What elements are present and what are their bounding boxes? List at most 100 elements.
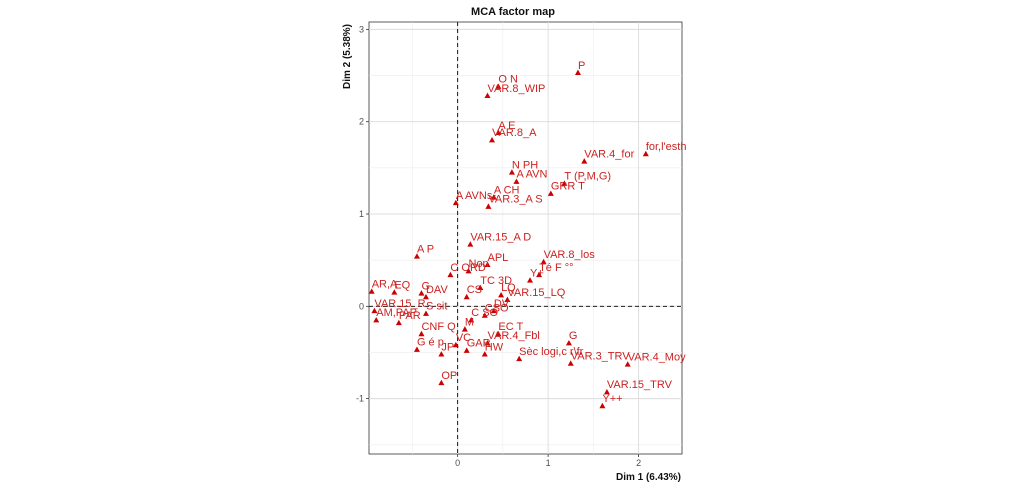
point-label: CS bbox=[467, 284, 482, 296]
point-label: EC T bbox=[498, 321, 523, 333]
data-point bbox=[368, 288, 375, 294]
point-label: CSO bbox=[485, 303, 509, 315]
y-axis-title: Dim 2 (5.38%) bbox=[342, 24, 353, 89]
point-label: VAR.15_A D bbox=[470, 231, 531, 243]
point-label: C SO bbox=[471, 307, 498, 319]
data-point bbox=[461, 326, 468, 332]
data-point bbox=[373, 316, 380, 323]
chart-title: MCA factor map bbox=[471, 6, 555, 18]
data-point bbox=[540, 258, 547, 265]
data-point bbox=[447, 271, 454, 278]
data-point bbox=[547, 190, 554, 196]
point-label: JP bbox=[441, 341, 454, 353]
x-axis-title: Dim 1 (6.43%) bbox=[616, 472, 681, 483]
point-label: LQ bbox=[501, 282, 516, 294]
data-point bbox=[484, 92, 491, 99]
data-point bbox=[467, 241, 474, 247]
point-label: M bbox=[465, 316, 474, 328]
data-point bbox=[418, 290, 425, 296]
data-point bbox=[477, 284, 484, 291]
point-label: A AVNs bbox=[456, 190, 493, 202]
data-point bbox=[516, 355, 523, 362]
data-point bbox=[463, 293, 470, 300]
point-label: G é p bbox=[417, 337, 444, 349]
point-label: VAR.4_for bbox=[584, 148, 634, 160]
axis-ticks: 0 1 2 -1 0 1 2 3 bbox=[356, 24, 641, 468]
data-point bbox=[508, 169, 515, 175]
x-tick-label: 1 bbox=[546, 458, 551, 468]
data-point bbox=[536, 271, 543, 278]
data-point bbox=[495, 129, 502, 135]
point-label: DV bbox=[494, 298, 510, 310]
point-label: Non bbox=[469, 258, 489, 270]
point-label: VAR.4_Moy bbox=[628, 351, 686, 363]
point-label: C ORD bbox=[450, 262, 486, 274]
reference-lines bbox=[369, 22, 682, 454]
data-point bbox=[561, 180, 568, 186]
point-label: VAR.15_R bbox=[374, 298, 425, 310]
point-label: T (P,M,G) bbox=[564, 171, 611, 183]
data-point bbox=[413, 253, 420, 259]
data-point bbox=[599, 402, 606, 409]
data-point bbox=[527, 277, 534, 283]
point-label: CNF Q bbox=[421, 321, 456, 333]
data-point bbox=[438, 351, 445, 357]
point-label: VAR.15_TRV bbox=[607, 379, 673, 391]
point-label: GRR T bbox=[551, 181, 585, 193]
point-label: APL bbox=[488, 252, 509, 264]
point-label: AR,A bbox=[372, 279, 398, 291]
data-point bbox=[574, 69, 581, 75]
point-label: Té F °° bbox=[539, 262, 573, 274]
point-label: OP bbox=[441, 370, 457, 382]
x-tick-label: 2 bbox=[636, 458, 641, 468]
data-point bbox=[489, 136, 496, 143]
data-point bbox=[452, 199, 459, 206]
point-label: Y++ bbox=[602, 393, 622, 405]
point-label: PAR bbox=[399, 310, 421, 322]
data-point bbox=[581, 158, 588, 164]
data-point bbox=[490, 307, 497, 314]
point-label: GAR bbox=[467, 338, 491, 350]
point-label: VAR.3_TRV bbox=[571, 351, 631, 363]
point-label: Y+ bbox=[530, 267, 544, 279]
data-point bbox=[642, 150, 649, 157]
points-layer bbox=[368, 69, 649, 409]
point-label: A P bbox=[417, 243, 434, 255]
data-point bbox=[481, 312, 488, 318]
data-point bbox=[438, 379, 445, 386]
data-point bbox=[391, 289, 398, 295]
point-label: P bbox=[578, 60, 585, 72]
y-tick-label: 0 bbox=[359, 301, 364, 311]
point-label: VAR.3_A S bbox=[488, 194, 542, 206]
data-point bbox=[603, 388, 610, 395]
point-label: TC 3D bbox=[480, 275, 512, 287]
point-label: G bbox=[569, 330, 578, 342]
point-label: VC bbox=[456, 332, 471, 344]
point-label: S sit bbox=[426, 301, 447, 313]
point-label: for,l'esth bbox=[646, 141, 687, 153]
point-label: O N bbox=[498, 74, 518, 86]
data-point bbox=[468, 316, 475, 323]
point-label: DAV bbox=[426, 284, 448, 296]
point-label: N PH bbox=[512, 159, 538, 171]
point-label: VAR.15_LQ bbox=[507, 287, 565, 299]
data-point bbox=[371, 307, 378, 314]
point-label: VAR.8_los bbox=[544, 249, 596, 261]
data-point bbox=[395, 319, 402, 326]
data-point bbox=[481, 351, 488, 357]
point-label: A E bbox=[498, 120, 515, 132]
data-point bbox=[513, 178, 520, 184]
data-point bbox=[495, 83, 502, 89]
point-label: A CH bbox=[494, 184, 520, 196]
data-point bbox=[490, 194, 497, 200]
plot-panel bbox=[368, 21, 683, 455]
point-label: G bbox=[421, 280, 430, 292]
point-label: VAR.4_Fbl bbox=[488, 330, 540, 342]
data-point bbox=[495, 330, 502, 337]
data-point bbox=[624, 361, 631, 367]
data-point bbox=[485, 203, 492, 209]
data-point bbox=[484, 261, 491, 267]
data-point bbox=[422, 310, 429, 316]
